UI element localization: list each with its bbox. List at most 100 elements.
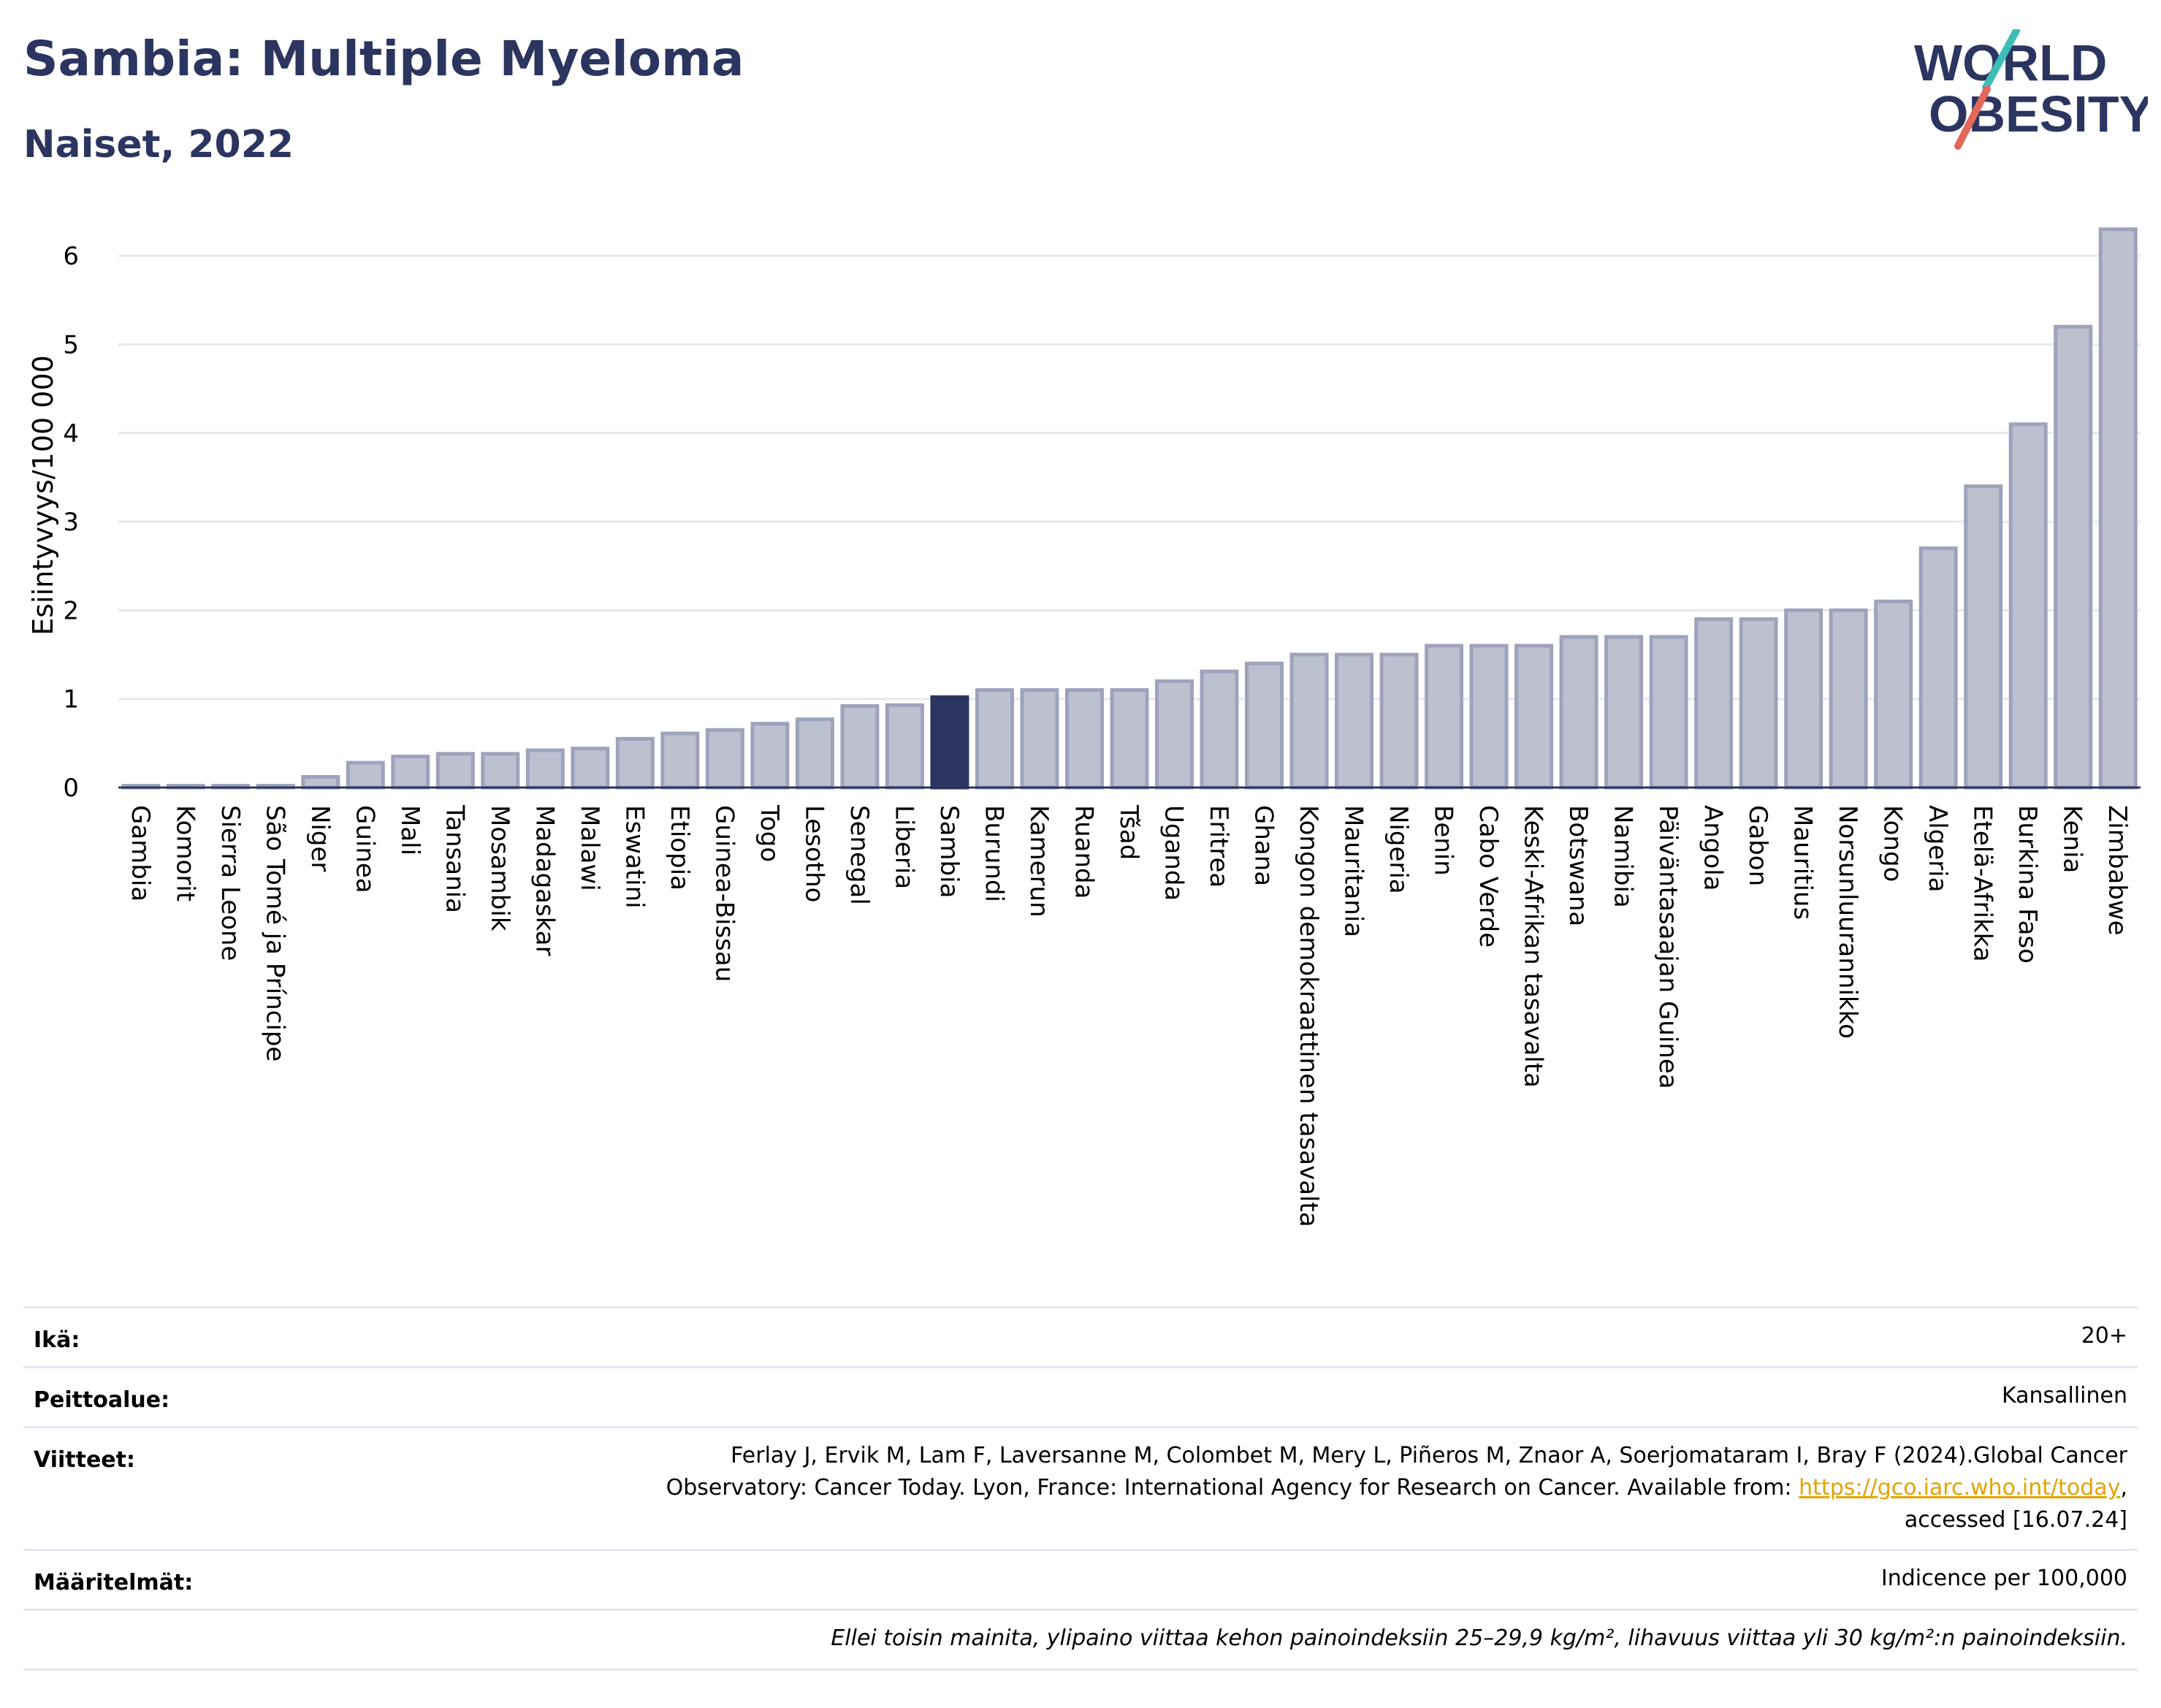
bar-cabo-verde bbox=[1469, 644, 1509, 790]
bar-mauritius bbox=[1784, 608, 1823, 790]
logo-slash-red bbox=[1954, 85, 1991, 150]
x-tick-label: Ghana bbox=[1249, 805, 1278, 886]
bars bbox=[118, 227, 2141, 790]
bar-mosambik bbox=[481, 752, 520, 790]
x-tick-label: Niger bbox=[305, 805, 335, 872]
meta-row-note: Ellei toisin mainita, ylipaino viittaa k… bbox=[23, 1609, 2138, 1669]
meta-label-coverage: Peittoalue: bbox=[34, 1387, 170, 1413]
y-tick-label: 0 bbox=[63, 774, 79, 803]
x-tick-label: Malawi bbox=[575, 805, 604, 891]
meta-bottom-border bbox=[23, 1669, 2138, 1671]
bar-chart: 0 1 2 3 4 5 6 Gambia Komorit Sierra Leone São Tom… bbox=[27, 227, 2141, 1227]
bar-guinea-bissau bbox=[705, 728, 744, 790]
meta-value-references: Ferlay J, Ervik M, Lam F, Laversanne M, … bbox=[666, 1440, 2127, 1536]
bar-ruanda bbox=[1064, 688, 1104, 790]
bar-madagaskar bbox=[525, 748, 565, 790]
bar-kongon-demokraattinen-tasavalta bbox=[1289, 652, 1329, 790]
bar-eswatini bbox=[615, 736, 655, 790]
x-tick-label: Tšad bbox=[1114, 804, 1143, 860]
y-tick-label: 5 bbox=[63, 331, 79, 360]
x-tick-label: Tansania bbox=[440, 804, 469, 913]
bar-malawi bbox=[571, 747, 610, 790]
x-tick-label: Komorit bbox=[170, 805, 199, 901]
x-tick-label: Guinea-Bissau bbox=[709, 805, 739, 982]
x-tick-label: Angola bbox=[1699, 805, 1728, 891]
bar-burundi bbox=[975, 688, 1014, 790]
x-tick-label: Zimbabwe bbox=[2103, 805, 2132, 936]
bar-botswana bbox=[1559, 635, 1598, 790]
x-tick-label: Gabon bbox=[1743, 805, 1772, 886]
meta-row-coverage: Peittoalue: Kansallinen bbox=[23, 1366, 2138, 1426]
bar-kamerun bbox=[1020, 688, 1059, 790]
bar-zimbabwe bbox=[2098, 227, 2138, 790]
x-tick-label: Sambia bbox=[934, 805, 964, 898]
y-tick-label: 1 bbox=[63, 685, 79, 714]
bar-mauritania bbox=[1335, 652, 1374, 790]
bar-lesotho bbox=[795, 717, 834, 790]
x-tick-label: Burkina Faso bbox=[2013, 805, 2042, 964]
page-subtitle: Naiset, 2022 bbox=[23, 123, 294, 167]
y-tick-label: 2 bbox=[63, 596, 79, 625]
x-tick-label: Madagaskar bbox=[530, 805, 559, 956]
reference-line-1: Ferlay J, Ervik M, Lam F, Laversanne M, … bbox=[731, 1443, 2127, 1468]
x-tick-label: Lesotho bbox=[799, 805, 828, 902]
bar-angola bbox=[1694, 617, 1734, 790]
bar-norsunluurannikko bbox=[1829, 608, 1868, 790]
x-tick-label: Togo bbox=[755, 804, 784, 862]
reference-link[interactable]: https://gco.iarc.who.int/today bbox=[1799, 1475, 2121, 1501]
reference-line-2: Observatory: Cancer Today. Lyon, France:… bbox=[666, 1472, 2127, 1504]
x-tick-label: Päiväntasaajan Guinea bbox=[1653, 805, 1682, 1089]
x-tick-label: Etiopia bbox=[665, 805, 694, 891]
x-tick-label: Keski-Afrikan tasavalta bbox=[1519, 805, 1548, 1088]
y-tick-label: 4 bbox=[63, 419, 79, 449]
y-axis-label: Esiintyvyys/100 000 bbox=[27, 355, 59, 636]
x-tick-label: Gambia bbox=[126, 805, 155, 901]
meta-row-definitions: Määritelmät: Indicence per 100,000 bbox=[23, 1549, 2138, 1609]
x-tick-label: Ruanda bbox=[1069, 805, 1098, 899]
x-tick-label: Uganda bbox=[1159, 805, 1189, 901]
bar-keski-afrikan-tasavalta bbox=[1514, 644, 1554, 790]
bar-kongo bbox=[1874, 599, 1913, 790]
x-tick-labels: Gambia Komorit Sierra Leone São Tomé ja Prí… bbox=[126, 804, 2132, 1227]
x-tick-label: Nigeria bbox=[1384, 805, 1413, 894]
meta-label-references: Viitteet: bbox=[34, 1447, 135, 1473]
bar-burkina-faso bbox=[2008, 422, 2048, 790]
bar-algeria bbox=[1918, 546, 1958, 790]
bar-uganda bbox=[1155, 679, 1194, 790]
x-tick-label: Algeria bbox=[1923, 805, 1952, 892]
x-tick-label: Mosambik bbox=[485, 805, 514, 931]
x-tick-label: Kongo bbox=[1878, 805, 1907, 882]
bar-ghana bbox=[1245, 661, 1284, 790]
x-tick-label: Mauritius bbox=[1788, 805, 1818, 920]
x-tick-label: Eswatini bbox=[620, 805, 649, 909]
x-tick-label: Etelä-Afrikka bbox=[1968, 805, 1997, 962]
x-tick-label: Guinea bbox=[350, 805, 379, 893]
meta-note: Ellei toisin mainita, ylipaino viittaa k… bbox=[831, 1625, 2127, 1651]
meta-label-definitions: Määritelmät: bbox=[34, 1570, 194, 1595]
logo-slash-teal bbox=[1982, 29, 2020, 91]
x-tick-label: Mauritania bbox=[1339, 805, 1368, 937]
page-title: Sambia: Multiple Myeloma bbox=[23, 31, 744, 87]
meta-value-coverage: Kansallinen bbox=[2001, 1383, 2127, 1408]
x-tick-label: Liberia bbox=[889, 805, 918, 889]
y-tick-label: 3 bbox=[63, 508, 79, 537]
x-tick-label: Eritrea bbox=[1204, 805, 1233, 888]
y-tick-label: 6 bbox=[63, 242, 79, 271]
x-tick-label: Cabo Verde bbox=[1474, 805, 1503, 948]
bar-gabon bbox=[1739, 617, 1778, 790]
x-tick-label: Mali bbox=[395, 805, 424, 855]
meta-value-age: 20+ bbox=[2081, 1323, 2127, 1349]
bar-sambia bbox=[930, 695, 969, 790]
meta-row-age: Ikä: 20+ bbox=[23, 1306, 2138, 1366]
x-tick-label: Kamerun bbox=[1024, 805, 1053, 918]
bar-togo bbox=[750, 722, 790, 790]
bar-mali bbox=[391, 755, 430, 790]
bar-eritrea bbox=[1200, 669, 1239, 790]
x-tick-label: Sierra Leone bbox=[216, 805, 245, 961]
x-tick-label: São Tomé ja Príncipe bbox=[260, 805, 289, 1061]
x-tick-label: Botswana bbox=[1563, 805, 1593, 926]
meta-label-age: Ikä: bbox=[34, 1327, 80, 1353]
x-tick-label: Benin bbox=[1429, 805, 1458, 876]
bar-liberia bbox=[885, 703, 924, 790]
y-tick-labels: 0 1 2 3 4 5 6 bbox=[63, 242, 79, 803]
